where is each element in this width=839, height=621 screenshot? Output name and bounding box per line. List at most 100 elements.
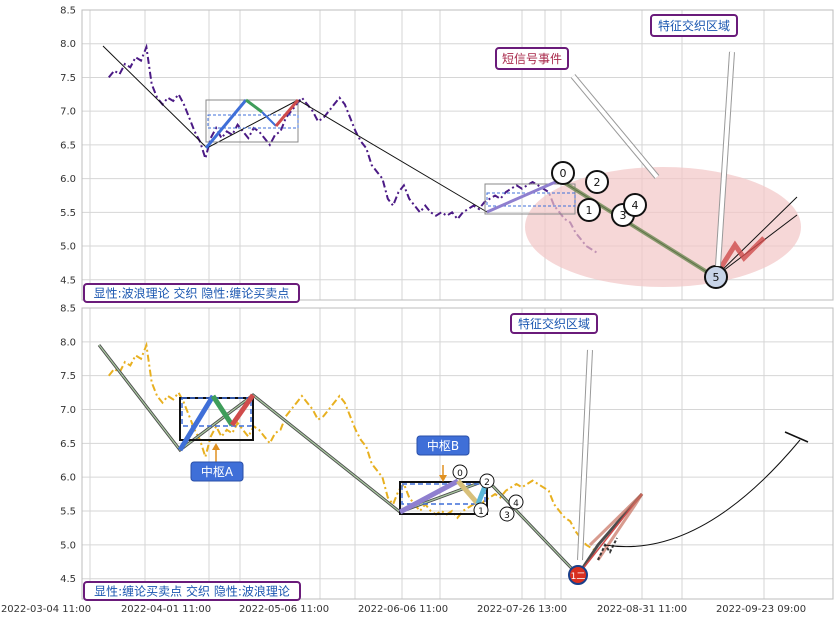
top-short-signal-tag-text: 短信号事件 xyxy=(502,52,562,66)
top-wave-label-1-circle xyxy=(577,198,601,222)
pivot-b-inner xyxy=(401,483,486,505)
bottom-y-tick-label: 7.0 xyxy=(60,405,76,416)
bottom-feature-zone-tag-text: 特征交织区域 xyxy=(518,316,590,331)
top-y-tick-label: 6.0 xyxy=(60,174,76,185)
bottom-legend-tag: 显性:缠论买卖点 交织 隐性:波浪理论 xyxy=(83,581,301,601)
x-tick-label: 2022-04-01 11:00 xyxy=(121,604,211,615)
x-tick-label: 2022-05-06 11:00 xyxy=(239,604,329,615)
pivot-b-box xyxy=(399,481,488,515)
feature-zone-ellipse xyxy=(525,167,801,287)
top-wave-label-0-text: 0 xyxy=(560,167,567,180)
top-wave-label-2: 2 xyxy=(585,170,609,194)
top-wave-segment-2 xyxy=(245,98,263,114)
feature-zone-arrow xyxy=(716,51,734,267)
top-wave-label-3-text: 3 xyxy=(620,209,627,222)
buy-point-text: 1二 xyxy=(571,572,586,582)
bottom-wave-label-3-circle xyxy=(499,506,515,522)
top-y-tick-label: 6.5 xyxy=(60,140,76,151)
top-wave-label-1: 1 xyxy=(577,198,601,222)
top-y-tick-label: 5.0 xyxy=(60,242,76,253)
bottom-wave-label-4-circle xyxy=(508,494,524,510)
bottom-wave-label-2-text: 2 xyxy=(484,478,490,488)
bottom-legend-tag-text: 显性:缠论买卖点 交织 隐性:波浪理论 xyxy=(94,584,290,599)
top-plot-frame xyxy=(81,9,834,301)
bottom-y-tick-label: 8.0 xyxy=(60,337,76,348)
top-panel: 4.5 5.0 5.5 6.0 6.5 7.0 7.5 8.0 8.5 xyxy=(60,6,834,301)
bottom-wave-label-1-text: 1 xyxy=(478,507,484,517)
top-wave-segment-6 xyxy=(558,178,717,279)
top-wave-label-0: 0 xyxy=(551,161,575,185)
bottom-wave-segment-3 xyxy=(229,393,256,427)
x-tick-label: 2022-06-06 11:00 xyxy=(358,604,448,615)
top-y-tick-label: 8.5 xyxy=(60,6,76,17)
buy-point-circle xyxy=(568,565,588,585)
top-short-signal-tag: 短信号事件 xyxy=(495,47,569,70)
top-legend-tag: 显性:波浪理论 交织 隐性:缠论买卖点 xyxy=(83,283,300,303)
bottom-wave-segment-7 xyxy=(577,493,643,576)
top-wave-segment-7 xyxy=(712,236,766,279)
bottom-wave-segment-1 xyxy=(177,394,216,452)
bottom-wave-label-4-text: 4 xyxy=(513,499,519,509)
top-wave-label-4-text: 4 xyxy=(632,199,639,212)
top-wave-label-5-text: 5 xyxy=(713,271,720,284)
projection-arc xyxy=(604,439,801,548)
x-tick-label: 2022-09-23 09:00 xyxy=(716,604,806,615)
top-wave-label-2-text: 2 xyxy=(594,176,601,189)
top-y-tick-label: 7.5 xyxy=(60,73,76,84)
bottom-feature-zone-tag: 特征交织区域 xyxy=(510,313,598,334)
bottom-y-tick-label: 7.5 xyxy=(60,371,76,382)
bottom-wave-segment-2 xyxy=(210,394,235,427)
top-wave-label-5-circle xyxy=(704,265,728,289)
top-legend-tag-text: 显性:波浪理论 交织 隐性:缠论买卖点 xyxy=(94,286,290,301)
top-short-signal-tag-box xyxy=(495,47,569,70)
bottom-wave-label-2: 2 xyxy=(479,473,495,489)
projection-tick xyxy=(784,431,809,443)
pivot-b-tag-box xyxy=(416,435,470,456)
bottom-wave-label-4: 4 xyxy=(508,494,524,510)
short-signal-arrow xyxy=(571,74,659,179)
bottom-y-tick-label: 4.5 xyxy=(60,574,76,585)
top-feature-zone-tag-box xyxy=(650,14,738,37)
top-y-tick-label: 4.5 xyxy=(60,275,76,286)
bottom-price-series-line xyxy=(108,341,598,553)
bottom-y-tick-label: 5.5 xyxy=(60,507,76,518)
bottom-dashed-leg xyxy=(597,537,618,561)
bottom-trend-line xyxy=(98,344,579,576)
top-wave-label-0-circle xyxy=(551,161,575,185)
top-wave-segment-3 xyxy=(261,111,277,127)
bottom-feature-arrow xyxy=(578,349,592,561)
top-y-tick-label: 7.0 xyxy=(60,107,76,118)
x-tick-label: 2022-07-26 13:00 xyxy=(477,604,567,615)
top-feature-zone-tag-text: 特征交织区域 xyxy=(658,18,730,33)
pivot-a-tag-box xyxy=(190,461,244,482)
top-pivot-inner-b xyxy=(486,192,576,207)
bottom-wave-label-0-text: 0 xyxy=(457,469,463,479)
top-legend-tag-box xyxy=(83,283,300,303)
bottom-wave-label-2-circle xyxy=(479,473,495,489)
bottom-wave-segment-8 xyxy=(588,492,644,561)
bottom-wave-label-3: 3 xyxy=(499,506,515,522)
top-wave-label-4: 4 xyxy=(623,193,647,217)
top-pivot-inner-a xyxy=(207,114,299,129)
pivot-a-tag: 中枢A xyxy=(190,461,244,482)
top-wave-segment-4 xyxy=(274,99,300,127)
bottom-y-tick-label: 5.0 xyxy=(60,540,76,551)
bottom-plot-frame xyxy=(81,307,834,600)
top-feature-zone-tag: 特征交织区域 xyxy=(650,14,738,37)
top-wave-segment-5 xyxy=(486,178,561,214)
bottom-wave-label-1: 1 xyxy=(473,502,489,518)
bottom-y-tick-label: 6.5 xyxy=(60,439,76,450)
bottom-y-tick-label: 8.5 xyxy=(60,304,76,315)
pivot-b-pointer-head xyxy=(439,475,447,482)
bottom-wave-segment-4 xyxy=(398,478,460,515)
top-wave-label-1-text: 1 xyxy=(586,204,593,217)
bottom-wave-label-0-circle xyxy=(452,464,468,480)
top-y-tick-label: 5.5 xyxy=(60,208,76,219)
top-wave-segment-1 xyxy=(204,99,248,149)
bottom-feature-zone-tag-box xyxy=(510,313,598,334)
pivot-a-pointer-head xyxy=(212,443,220,450)
top-pivot-box-b xyxy=(484,183,576,215)
top-y-tick-label: 8.0 xyxy=(60,39,76,50)
